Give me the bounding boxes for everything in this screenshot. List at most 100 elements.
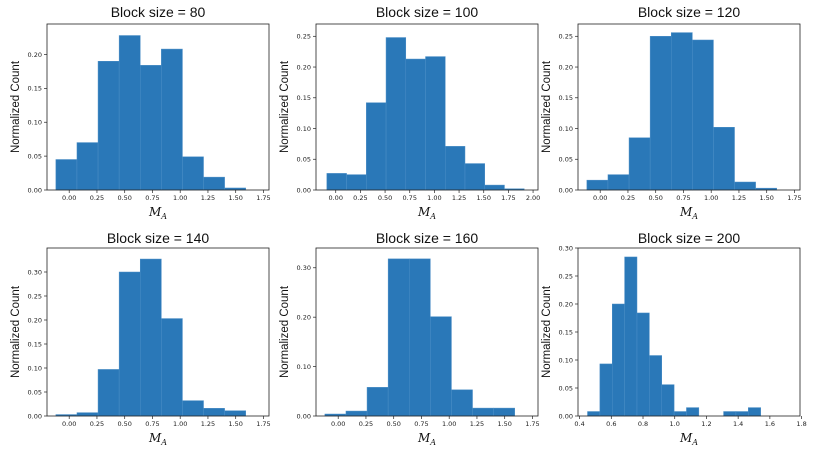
- histogram-bar: [366, 102, 387, 191]
- histogram-bar: [599, 363, 613, 417]
- x-tick-label: 0.00: [331, 420, 345, 428]
- chart-title: Block size = 140: [107, 230, 210, 246]
- x-tick-label: 1.50: [228, 194, 242, 202]
- x-axis-label-main: M: [679, 205, 693, 219]
- histogram-bar: [586, 179, 609, 191]
- x-tick-label: 1.75: [501, 194, 515, 202]
- x-tick-label: 1.50: [476, 194, 490, 202]
- x-tick-label: 1.25: [201, 420, 215, 428]
- histogram-bar: [484, 184, 505, 191]
- histogram-bar: [607, 174, 630, 191]
- histogram-bar: [673, 411, 687, 417]
- histogram-bar: [735, 411, 749, 417]
- x-axis-label-subscript: A: [160, 212, 167, 221]
- x-tick-label: 1.0: [670, 420, 680, 428]
- histogram-bar: [445, 146, 466, 191]
- histogram-bar: [408, 258, 431, 417]
- y-tick-label: 0.25: [559, 33, 573, 41]
- histogram-bar: [326, 173, 347, 191]
- histogram-bar: [612, 303, 625, 417]
- x-tick-label: 0.50: [378, 194, 392, 202]
- y-tick-label: 0.20: [297, 313, 311, 321]
- x-tick-label: 0.25: [359, 420, 373, 428]
- y-tick-label: 0.10: [28, 364, 42, 372]
- y-tick-label: 0.05: [559, 156, 573, 164]
- y-tick-label: 0.15: [28, 340, 42, 348]
- x-tick-label: 0.00: [593, 194, 607, 202]
- y-tick-label: 0.20: [559, 300, 573, 308]
- histogram-bar: [692, 39, 714, 191]
- x-tick-label: 1.4: [733, 420, 743, 428]
- y-tick-label: 0.10: [559, 356, 573, 364]
- histogram-bar: [76, 142, 99, 191]
- histogram-bar: [118, 35, 141, 191]
- y-tick-label: 0.05: [297, 156, 311, 164]
- x-tick-label: 1.50: [759, 194, 773, 202]
- histogram-bar: [661, 384, 675, 417]
- histogram-bar: [203, 176, 225, 191]
- y-tick-label: 0.30: [297, 264, 311, 272]
- x-axis-label-main: M: [417, 205, 431, 219]
- chart-title: Block size = 100: [376, 4, 479, 20]
- histogram-bar: [425, 56, 446, 191]
- x-tick-label: 0.75: [145, 194, 159, 202]
- histogram-bar: [161, 48, 183, 191]
- y-tick-label: 0.05: [28, 388, 42, 396]
- x-tick-label: 1.00: [173, 420, 187, 428]
- x-tick-label: 0.8: [638, 420, 648, 428]
- histogram-bar: [55, 159, 78, 191]
- x-tick-label: 0.50: [386, 420, 400, 428]
- histogram-bar: [161, 318, 183, 417]
- x-tick-label: 1.75: [256, 194, 270, 202]
- x-tick-label: 0.50: [117, 420, 131, 428]
- y-tick-label: 0.10: [28, 119, 42, 127]
- y-tick-label: 0.00: [559, 412, 573, 420]
- x-tick-label: 1.00: [427, 194, 441, 202]
- x-tick-label: 0.25: [90, 194, 104, 202]
- x-tick-label: 1.75: [525, 420, 539, 428]
- axes-frame: [46, 23, 270, 191]
- y-tick-label: 0.20: [297, 63, 311, 71]
- histogram-bar: [182, 156, 204, 191]
- y-tick-label: 0.20: [28, 316, 42, 324]
- x-tick-label: 1.75: [787, 194, 801, 202]
- y-tick-label: 0.20: [28, 51, 42, 59]
- histogram-panel-5: Block size = 160 0.00 0.25 0.50 0.75 1.00 1.25…: [279, 230, 540, 447]
- histogram-panel-1: Block size = 80 0.00 0.25 0.50 0.75 1.00 1.25 1…: [10, 4, 271, 221]
- histogram-bar: [649, 36, 672, 191]
- x-tick-label: 0.00: [328, 194, 342, 202]
- x-tick-label: 0.50: [648, 194, 662, 202]
- y-tick-label: 0.15: [28, 85, 42, 93]
- y-axis-label: Normalized Count: [541, 60, 553, 153]
- histogram-bar: [686, 407, 700, 417]
- histogram-panel-2: Block size = 100 0.00 0.25 0.50 0.75 1.00 1.25…: [279, 4, 540, 221]
- x-tick-label: 1.50: [228, 420, 242, 428]
- histogram-bar: [405, 58, 426, 191]
- x-tick-label: 0.25: [621, 194, 635, 202]
- x-tick-label: 0.50: [117, 194, 131, 202]
- x-tick-label: 1.00: [442, 420, 456, 428]
- x-tick-label: 0.00: [62, 194, 76, 202]
- x-tick-label: 1.50: [497, 420, 511, 428]
- y-tick-label: 0.00: [28, 412, 42, 420]
- histogram-bar: [346, 174, 367, 191]
- y-tick-label: 0.05: [28, 152, 42, 160]
- y-tick-label: 0.00: [297, 186, 311, 194]
- y-tick-label: 0.30: [28, 268, 42, 276]
- x-axis-label: MA: [148, 205, 167, 221]
- chart-title: Block size = 200: [638, 230, 741, 246]
- histogram-bar: [139, 65, 162, 191]
- x-axis-label: MA: [417, 431, 436, 447]
- histogram-bar: [139, 258, 162, 417]
- histogram-bar: [118, 271, 141, 417]
- histogram-bar: [636, 312, 650, 417]
- y-tick-label: 0.15: [559, 94, 573, 102]
- x-tick-label: 1.75: [256, 420, 270, 428]
- y-tick-label: 0.00: [559, 186, 573, 194]
- histogram-panel-6: Block size = 200 0.4 0.6 0.8 1.0 1.2 1.4 1.6 1.8…: [541, 230, 807, 447]
- x-axis-label-subscript: A: [429, 212, 436, 221]
- axes-frame: [315, 23, 539, 191]
- y-tick-label: 0.25: [28, 292, 42, 300]
- x-tick-label: 1.8: [796, 420, 806, 428]
- chart-title: Block size = 160: [376, 230, 479, 246]
